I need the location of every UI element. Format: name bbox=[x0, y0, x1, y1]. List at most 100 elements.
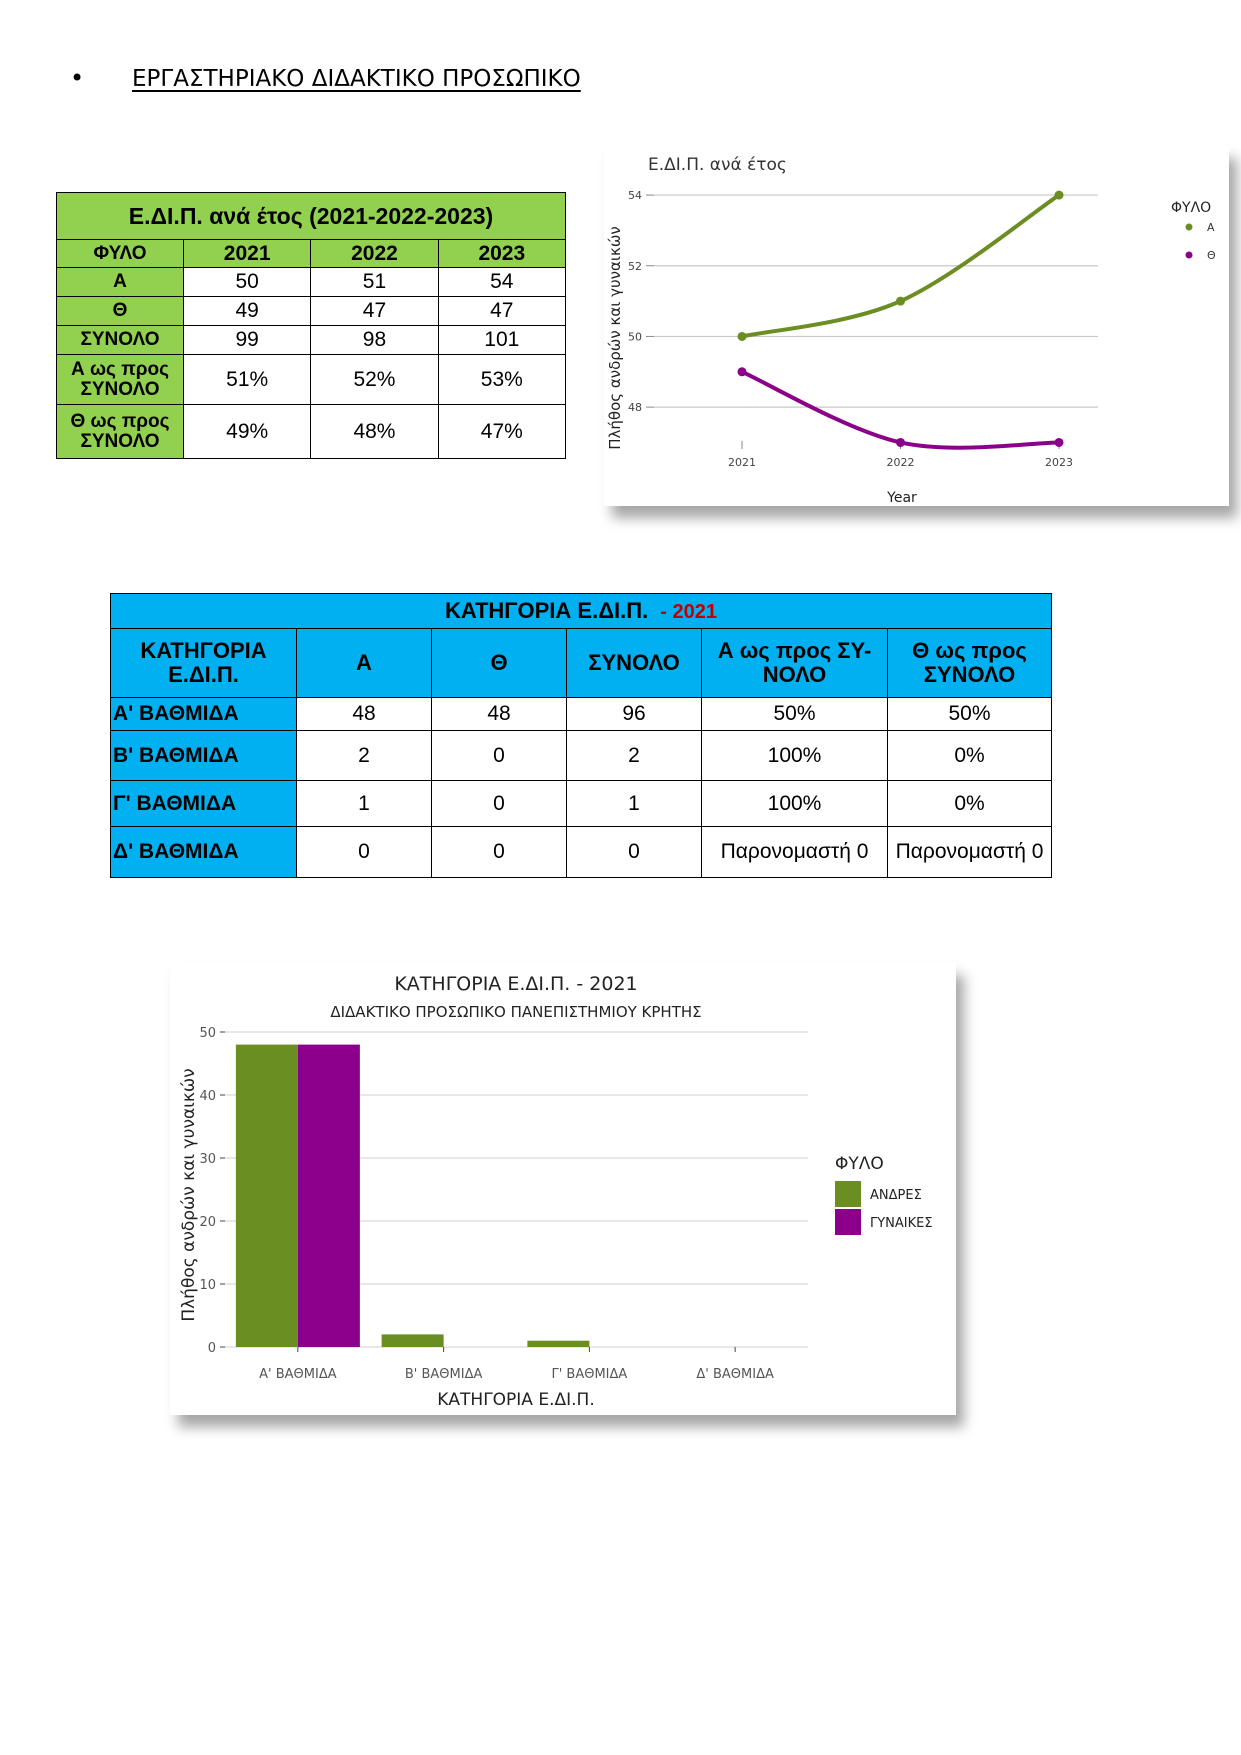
table-cell: 0 bbox=[566, 826, 702, 878]
table-cell: 0 bbox=[296, 826, 432, 878]
y-axis-label: Πλήθος ανδρών και γυναικών bbox=[179, 1068, 199, 1321]
row-label: Γ' ΒΑΘΜΙΔΑ bbox=[110, 780, 297, 827]
table-title: ΚΑΤΗΓΟΡΙΑ Ε.ΔΙ.Π. - 2021 bbox=[110, 593, 1052, 629]
header-cell: Α ως προς ΣΥ-ΝΟΛΟ bbox=[701, 628, 888, 698]
legend-title: ΦΥΛΟ bbox=[835, 1154, 884, 1174]
y-tick-label: 30 bbox=[199, 1152, 216, 1167]
table-cell: Παρονομαστή 0 bbox=[887, 826, 1052, 878]
series-line bbox=[740, 369, 1061, 450]
table-cell: 0 bbox=[431, 780, 567, 827]
table-cell: 1 bbox=[296, 780, 432, 827]
table-row: ΣΥΝΟΛΟ 99 98 101 bbox=[56, 325, 567, 355]
header-cell: 2022 bbox=[310, 239, 439, 268]
table-cell: Παρονομαστή 0 bbox=[701, 826, 888, 878]
bar bbox=[297, 1044, 360, 1347]
y-tick-label: 20 bbox=[199, 1215, 216, 1230]
table-cell: 50% bbox=[887, 697, 1052, 731]
data-point bbox=[896, 437, 905, 447]
table-cell: 100% bbox=[701, 730, 888, 781]
table-cell: 48 bbox=[296, 697, 432, 731]
table-cell: 98 bbox=[310, 325, 439, 355]
y-axis-label: Πλήθος ανδρών και γυναικών bbox=[606, 226, 624, 450]
table-row: Α' ΒΑΘΜΙΔΑ 48 48 96 50% 50% bbox=[110, 697, 1052, 731]
data-point bbox=[896, 296, 905, 306]
table-cell: 2 bbox=[296, 730, 432, 781]
header-cell: Θ bbox=[431, 628, 567, 698]
table-cell: 51 bbox=[310, 267, 439, 297]
table-row: Α ως προς ΣΥΝΟΛΟ 51% 52% 53% bbox=[56, 354, 567, 405]
header-cell: ΚΑΤΗΓΟΡΙΑ Ε.ΔΙ.Π. bbox=[110, 628, 297, 698]
y-tick-label: 0 bbox=[208, 1341, 216, 1356]
table-cell: 47 bbox=[437, 296, 567, 326]
x-tick-label: 2021 bbox=[728, 456, 756, 469]
data-point bbox=[737, 367, 747, 377]
table-cell: 49% bbox=[182, 404, 312, 459]
table-cell: 0 bbox=[431, 730, 567, 781]
y-tick-label: 52 bbox=[628, 260, 642, 273]
legend-swatch bbox=[835, 1181, 861, 1207]
legend-label: Θ bbox=[1207, 249, 1216, 262]
table-row: Θ 49 47 47 bbox=[56, 296, 567, 326]
y-tick-label: 54 bbox=[628, 189, 642, 202]
table-title-text: ΚΑΤΗΓΟΡΙΑ Ε.ΔΙ.Π. bbox=[445, 598, 649, 623]
table-cell: 48% bbox=[310, 404, 439, 459]
bar-chart-svg: ΚΑΤΗΓΟΡΙΑ Ε.ΔΙ.Π. - 2021 ΔΙΔΑΚΤΙΚΟ ΠΡΟΣΩ… bbox=[179, 973, 933, 1410]
table-row: Γ' ΒΑΘΜΙΔΑ 1 0 1 100% 0% bbox=[110, 780, 1052, 827]
chart-title: Ε.ΔΙ.Π. ανά έτος bbox=[648, 155, 787, 175]
row-label: Θ bbox=[56, 296, 184, 326]
x-tick-label: Γ' ΒΑΘΜΙΔΑ bbox=[551, 1367, 627, 1382]
chart-title: ΚΑΤΗΓΟΡΙΑ Ε.ΔΙ.Π. - 2021 bbox=[394, 973, 637, 995]
legend-swatch bbox=[835, 1209, 861, 1235]
table-cell: 2 bbox=[566, 730, 702, 781]
table-row: Α 50 51 54 bbox=[56, 267, 567, 297]
row-label: Α bbox=[56, 267, 184, 297]
table-cell: 52% bbox=[310, 354, 439, 405]
table-cell: 99 bbox=[182, 325, 312, 355]
line-chart-svg: Ε.ΔΙ.Π. ανά έτος Πλήθος ανδρών και γυναι… bbox=[606, 155, 1216, 506]
x-axis-label: ΚΑΤΗΓΟΡΙΑ Ε.ΔΙ.Π. bbox=[437, 1390, 594, 1410]
category-table: ΚΑΤΗΓΟΡΙΑ Ε.ΔΙ.Π. - 2021 ΚΑΤΗΓΟΡΙΑ Ε.ΔΙ.Π… bbox=[110, 593, 1052, 878]
bar bbox=[235, 1044, 298, 1347]
table-title-year: - 2021 bbox=[660, 601, 717, 623]
row-label: Δ' ΒΑΘΜΙΔΑ bbox=[110, 826, 297, 878]
header-cell: 2021 bbox=[182, 239, 312, 268]
table-row: Δ' ΒΑΘΜΙΔΑ 0 0 0 Παρονομαστή 0 Παρονομασ… bbox=[110, 826, 1052, 878]
legend-title: ΦΥΛΟ bbox=[1171, 200, 1211, 216]
header-cell: ΣΥΝΟΛΟ bbox=[566, 628, 702, 698]
table-cell: 49 bbox=[182, 296, 312, 326]
bar bbox=[527, 1340, 590, 1347]
table-row: Θ ως προς ΣΥΝΟΛΟ 49% 48% 47% bbox=[56, 404, 567, 459]
table-cell: 47% bbox=[437, 404, 567, 459]
chart-subtitle: ΔΙΔΑΚΤΙΚΟ ΠΡΟΣΩΠΙΚΟ ΠΑΝΕΠΙΣΤΗΜΙΟΥ ΚΡΗΤΗΣ bbox=[330, 1003, 701, 1021]
header-cell: Θ ως προς ΣΥΝΟΛΟ bbox=[887, 628, 1052, 698]
data-point bbox=[1054, 190, 1064, 200]
y-tick-label: 50 bbox=[628, 330, 642, 343]
table-cell: 47 bbox=[310, 296, 439, 326]
table-cell: 0 bbox=[431, 826, 567, 878]
x-tick-label: 2023 bbox=[1045, 456, 1073, 469]
table-cell: 48 bbox=[431, 697, 567, 731]
x-tick-label: Α' ΒΑΘΜΙΔΑ bbox=[259, 1367, 337, 1382]
yearly-staff-table: Ε.ΔΙ.Π. ανά έτος (2021-2022-2023) ΦΥΛΟ 2… bbox=[56, 192, 567, 459]
table-cell: 96 bbox=[566, 697, 702, 731]
header-cell: ΦΥΛΟ bbox=[56, 239, 184, 268]
row-label: ΣΥΝΟΛΟ bbox=[56, 325, 184, 355]
yearly-line-chart: Ε.ΔΙ.Π. ανά έτος Πλήθος ανδρών και γυναι… bbox=[604, 146, 1229, 506]
y-tick-label: 40 bbox=[199, 1089, 216, 1104]
table-cell: 100% bbox=[701, 780, 888, 827]
legend-label: ΑΝΔΡΕΣ bbox=[870, 1188, 922, 1203]
x-axis-label: Year bbox=[886, 490, 917, 506]
legend-swatch bbox=[1185, 223, 1193, 231]
table-cell: 0% bbox=[887, 780, 1052, 827]
row-label: Α ως προς ΣΥΝΟΛΟ bbox=[56, 354, 184, 405]
header-cell: 2023 bbox=[437, 239, 567, 268]
y-tick-label: 50 bbox=[199, 1026, 216, 1041]
y-tick-label: 48 bbox=[628, 401, 642, 414]
table-cell: 50% bbox=[701, 697, 888, 731]
bar bbox=[381, 1334, 444, 1347]
data-point bbox=[737, 331, 747, 341]
row-label: Α' ΒΑΘΜΙΔΑ bbox=[110, 697, 297, 731]
table-row: Β' ΒΑΘΜΙΔΑ 2 0 2 100% 0% bbox=[110, 730, 1052, 781]
y-tick-label: 10 bbox=[199, 1278, 216, 1293]
table-cell: 101 bbox=[437, 325, 567, 355]
